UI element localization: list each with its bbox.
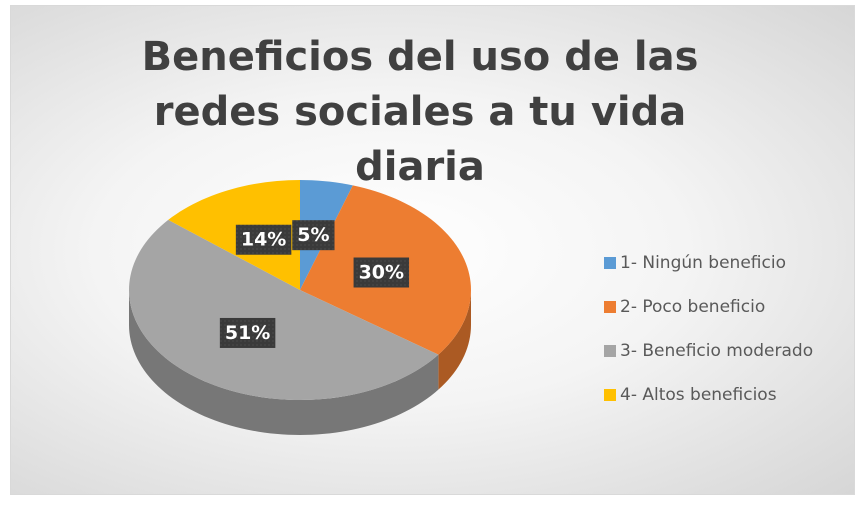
data-label-box [353,257,410,288]
legend-label: 3- Beneficio moderado [620,341,813,361]
data-label: 5% [297,224,329,246]
chart-title: Beneficios del uso de las redes sociales… [141,34,699,190]
slice [129,219,439,400]
slice-side [129,290,439,435]
legend-swatch [604,301,616,313]
data-label: 51% [225,322,270,344]
legend-label: 2- Poco beneficio [620,297,765,317]
legend-label: 1- Ningún beneficio [620,253,786,273]
data-label: 30% [359,262,404,284]
legend-swatch [604,257,616,269]
legend-swatch [604,389,616,401]
data-label-box [219,317,276,348]
slice-side [438,290,471,390]
data-label-box [235,224,292,255]
data-label: 14% [241,229,286,251]
legend-label: 4- Altos beneficios [620,385,777,405]
legend-swatch [604,345,616,357]
slice [168,180,300,290]
data-label-box [292,220,335,251]
